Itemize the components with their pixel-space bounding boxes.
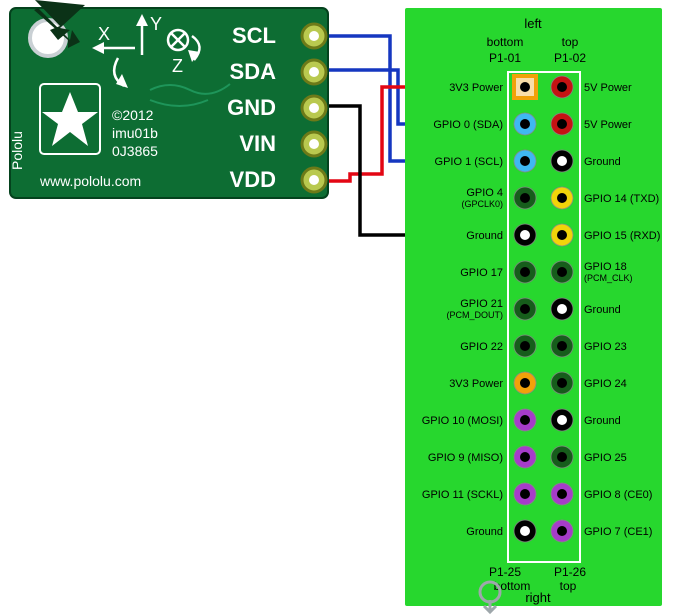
gpio-label-right-6: Ground (584, 304, 621, 316)
gpio-label-right-4: GPIO 15 (RXD) (584, 230, 660, 242)
gpio-label-right-0: 5V Power (584, 82, 632, 94)
gpio-pin-left-2 (514, 150, 536, 172)
gpio-board: left bottom top P1-01 P1-02 3V3 Power GPI… (405, 8, 662, 612)
axis-y-label: Y (150, 14, 162, 34)
gpio-pin-left-8 (514, 372, 536, 394)
gpio-label-left-8: 3V3 Power (449, 378, 503, 390)
hdr-top2: top (560, 579, 577, 593)
gpio-label-right-10: GPIO 25 (584, 452, 627, 464)
gpio-pin-left-12 (514, 520, 536, 542)
gpio-pin-right-4 (551, 224, 573, 246)
gpio-pin-right-7 (551, 335, 573, 357)
gpio-label-left-6: GPIO 21 (460, 298, 503, 310)
gpio-label-right-5: GPIO 18 (584, 261, 627, 273)
hdr-p26: P1-26 (554, 565, 586, 579)
hdr-right: right (525, 590, 551, 605)
gpio-pin-right-1 (551, 113, 573, 135)
gpio-pin-right-0 (551, 76, 573, 98)
gpio-label-left-4: Ground (466, 230, 503, 242)
gpio-label-left-10: GPIO 9 (MISO) (428, 452, 503, 464)
gpio-label-left-1: GPIO 0 (SDA) (433, 119, 503, 131)
gpio-label-left-9: GPIO 10 (MOSI) (422, 415, 503, 427)
gpio-label-right-12: GPIO 7 (CE1) (584, 526, 652, 538)
gpio-pin-right-12 (551, 520, 573, 542)
gpio-pin-right-5 (551, 261, 573, 283)
gpio-pin-left-9 (514, 409, 536, 431)
silk-url: www.pololu.com (39, 173, 141, 189)
axis-x-label: X (98, 24, 110, 44)
hdr-p25: P1-25 (489, 565, 521, 579)
gpio-pin-right-3 (551, 187, 573, 209)
imu-pin-label-vdd: VDD (230, 167, 276, 192)
gpio-label-right-9: Ground (584, 415, 621, 427)
gpio-sublabel-right-5: (PCM_CLK) (584, 273, 633, 283)
gpio-label-right-7: GPIO 23 (584, 341, 627, 353)
silk-part: imu01b (112, 125, 158, 141)
gpio-pin-left-6 (514, 298, 536, 320)
gpio-label-left-5: GPIO 17 (460, 267, 503, 279)
hdr-left: left (524, 16, 542, 31)
hdr-p1: P1-01 (489, 51, 521, 65)
silk-c2012: ©2012 (112, 107, 154, 123)
gpio-label-left-3: GPIO 4 (466, 187, 503, 199)
gpio-pin-right-6 (551, 298, 573, 320)
imu-pin-label-scl: SCL (232, 23, 276, 48)
gpio-label-right-11: GPIO 8 (CE0) (584, 489, 652, 501)
hdr-bottom-top: bottom (487, 35, 524, 49)
gpio-sublabel-left-6: (PCM_DOUT) (447, 310, 504, 320)
imu-board: Y X Z Pololu ©2012 imu01b 0J3865 (9, 0, 328, 198)
gpio-pin-left-0 (514, 76, 536, 98)
gpio-pin-right-9 (551, 409, 573, 431)
gpio-pin-right-2 (551, 150, 573, 172)
gpio-label-left-2: GPIO 1 (SCL) (435, 156, 503, 168)
gpio-pin-right-10 (551, 446, 573, 468)
hdr-p2: P1-02 (554, 51, 586, 65)
imu-pin-label-gnd: GND (227, 95, 276, 120)
gpio-pin-left-1 (514, 113, 536, 135)
imu-pin-label-vin: VIN (239, 131, 276, 156)
axis-z-label: Z (172, 56, 183, 76)
wiring-diagram: Y X Z Pololu ©2012 imu01b 0J3865 (0, 0, 681, 615)
gpio-pin-left-5 (514, 261, 536, 283)
gpio-label-right-3: GPIO 14 (TXD) (584, 193, 659, 205)
gpio-pin-left-3 (514, 187, 536, 209)
imu-pin-label-sda: SDA (230, 59, 277, 84)
gpio-label-right-1: 5V Power (584, 119, 632, 131)
hdr-top: top (562, 35, 579, 49)
gpio-pin-right-11 (551, 483, 573, 505)
gpio-pin-right-8 (551, 372, 573, 394)
gpio-sublabel-left-3: (GPCLK0) (461, 199, 503, 209)
gpio-label-right-2: Ground (584, 156, 621, 168)
gpio-pin-left-10 (514, 446, 536, 468)
gpio-label-left-11: GPIO 11 (SCKL) (422, 489, 503, 501)
gpio-pin-left-7 (514, 335, 536, 357)
brand-vertical: Pololu (9, 131, 25, 170)
gpio-label-left-7: GPIO 22 (460, 341, 503, 353)
gpio-label-right-8: GPIO 24 (584, 378, 627, 390)
gpio-pin-left-4 (514, 224, 536, 246)
silk-rev: 0J3865 (112, 143, 158, 159)
gpio-pin-left-11 (514, 483, 536, 505)
gpio-label-left-12: Ground (466, 526, 503, 538)
gpio-label-left-0: 3V3 Power (449, 82, 503, 94)
